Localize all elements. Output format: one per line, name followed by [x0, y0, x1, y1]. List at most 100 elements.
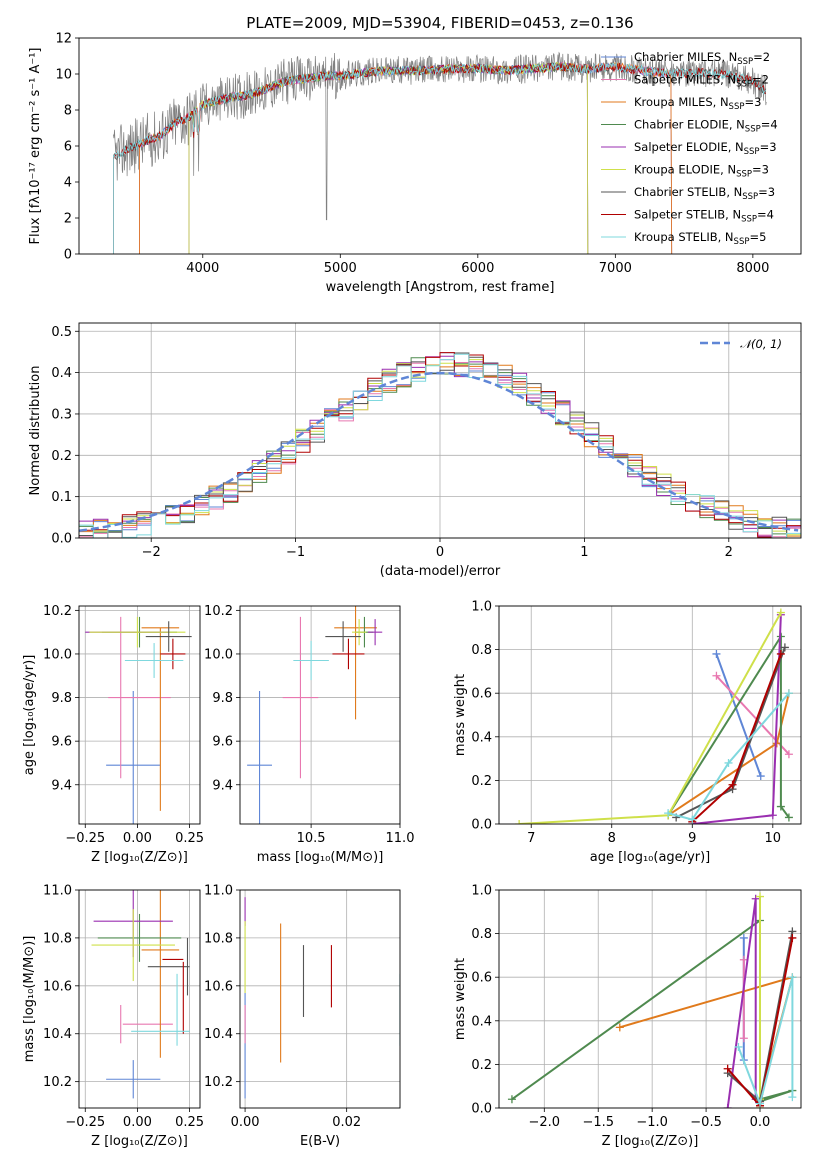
- mass_vs_Z-points: [91, 890, 190, 1099]
- x-axis-label: age [log₁₀(age/yr)]: [590, 850, 711, 865]
- weight-marker: [728, 780, 737, 789]
- x-tick-label: 11.0: [386, 831, 415, 846]
- weight-line: [519, 612, 782, 824]
- weight-marker: [788, 933, 797, 942]
- x-tick-label: 0.00: [123, 1115, 152, 1130]
- y-tick-label: 10.6: [204, 979, 233, 994]
- y-tick-label: 10.6: [43, 979, 72, 994]
- weight-marker: [788, 1093, 797, 1102]
- age_vs_Z-points: [85, 616, 192, 824]
- y-tick-label: 1.0: [471, 884, 492, 899]
- weight-line: [726, 937, 794, 1108]
- y-axis-label: age [log₁₀(age/yr)]: [22, 655, 37, 776]
- weight-marker: [664, 809, 673, 818]
- x-tick-label: −1.0: [636, 1115, 668, 1130]
- y-tick-label: 0.0: [471, 1102, 492, 1117]
- weight-marker: [784, 750, 793, 759]
- y-tick-label: 10.2: [204, 604, 233, 619]
- x-tick-label: −0.5: [690, 1115, 722, 1130]
- weight-line: [737, 976, 794, 1107]
- weight-marker: [776, 649, 785, 658]
- x-tick-label: 0.0: [750, 1115, 771, 1130]
- weight_vs_Z-lines: [507, 892, 797, 1108]
- x-axis-label: Z [log₁₀(Z/Z⊙)]: [602, 1134, 699, 1149]
- x-axis-label: (data-model)/error: [380, 564, 501, 579]
- legend-label: Salpeter ELODIE, NSSP=3: [634, 140, 777, 157]
- legend-label: Chabrier ELODIE, NSSP=4: [634, 118, 778, 135]
- y-tick-label: 11.0: [204, 884, 233, 899]
- weight-line: [692, 614, 782, 824]
- weight-marker: [712, 649, 721, 658]
- y-tick-label: 0.4: [51, 366, 72, 381]
- legend-label: Salpeter MILES, NSSP=2: [634, 73, 769, 90]
- y-tick-label: 0.0: [51, 532, 72, 547]
- y-tick-label: 9.4: [51, 778, 72, 793]
- y-tick-label: 10.8: [43, 931, 72, 946]
- x-tick-label: 2: [725, 545, 733, 560]
- x-tick-label: 0.00: [231, 1115, 260, 1130]
- age_vs_Z-frame: [78, 605, 201, 825]
- y-tick-label: 10.2: [204, 1075, 233, 1090]
- x-tick-label: 8000: [736, 261, 769, 276]
- x-axis-label: E(B-V): [300, 1134, 340, 1149]
- y-tick-label: 0.8: [471, 643, 492, 658]
- x-tick-label: −1: [286, 545, 305, 560]
- mass_vs_ebv-points: [244, 897, 400, 1099]
- weight-marker: [724, 758, 733, 767]
- x-tick-label: −1.5: [582, 1115, 614, 1130]
- gaussian-curve: [79, 371, 799, 533]
- weight-line: [691, 653, 782, 823]
- model-line: [113, 61, 767, 254]
- weight_vs_Z-frame: [498, 889, 802, 1109]
- x-tick-label: 0.25: [175, 831, 204, 846]
- residual-histogram: [79, 353, 801, 538]
- weight-line: [667, 633, 790, 819]
- x-tick-label: 10.5: [297, 831, 326, 846]
- y-tick-label: 1.0: [471, 600, 492, 615]
- y-tick-label: 10.8: [204, 931, 233, 946]
- y-tick-label: 0.5: [51, 325, 72, 340]
- y-tick-label: 0.2: [51, 449, 72, 464]
- y-tick-label: 10.4: [43, 1027, 72, 1042]
- x-tick-label: 8: [608, 831, 616, 846]
- y-tick-label: 6: [64, 140, 72, 155]
- weight-marker: [688, 815, 697, 824]
- x-tick-label: −2: [142, 545, 161, 560]
- y-tick-label: 10.2: [43, 604, 72, 619]
- x-tick-label: 4000: [186, 261, 219, 276]
- y-tick-label: 0.6: [471, 971, 492, 986]
- residuals-frame: [78, 322, 802, 539]
- spectrum-frame: [78, 37, 802, 255]
- y-tick-label: 0.4: [471, 1014, 492, 1029]
- weight-marker: [756, 892, 765, 901]
- y-tick-label: 10: [55, 68, 72, 83]
- x-tick-label: 7000: [599, 261, 632, 276]
- y-axis-label: mass weight: [453, 674, 468, 756]
- weight-marker: [756, 772, 765, 781]
- y-axis-label: mass [log₁₀(M/M⊙)]: [22, 936, 37, 1063]
- weight-marker: [734, 1042, 743, 1051]
- y-tick-label: 10.4: [204, 1027, 233, 1042]
- legend-label: Kroupa ELODIE, NSSP=3: [634, 163, 769, 180]
- x-tick-label: 5000: [324, 261, 357, 276]
- model-line: [113, 62, 767, 254]
- weight_vs_age-lines: [515, 608, 793, 824]
- y-tick-label: 0: [64, 248, 72, 263]
- weight-marker: [780, 643, 789, 652]
- weight-marker: [776, 802, 785, 811]
- y-tick-label: 0.2: [471, 774, 492, 789]
- weight-marker: [772, 739, 781, 748]
- legend-label: 𝒩(0, 1): [740, 337, 782, 351]
- weight-marker: [751, 894, 760, 903]
- weight-marker: [712, 671, 721, 680]
- x-tick-label: 0.02: [332, 1115, 361, 1130]
- y-tick-label: 10.0: [204, 647, 233, 662]
- y-tick-label: 0.2: [471, 1058, 492, 1073]
- mass_vs_Z-axes: [75, 889, 200, 1112]
- weight-marker: [776, 608, 785, 617]
- weight-marker: [756, 1099, 765, 1108]
- x-tick-label: 10: [765, 831, 782, 846]
- y-tick-label: 4: [64, 176, 72, 191]
